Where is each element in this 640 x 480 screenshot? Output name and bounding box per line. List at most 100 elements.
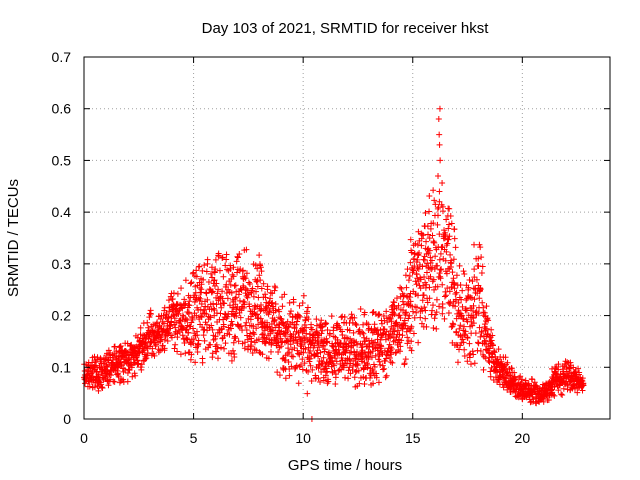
data-point bbox=[262, 294, 269, 301]
data-point bbox=[290, 331, 297, 338]
data-point bbox=[82, 380, 89, 387]
data-point bbox=[317, 349, 324, 356]
data-point bbox=[257, 277, 264, 284]
data-point bbox=[437, 157, 444, 164]
data-point bbox=[353, 348, 360, 355]
data-point bbox=[179, 323, 186, 330]
data-point bbox=[550, 391, 557, 398]
data-point bbox=[225, 310, 232, 317]
data-point bbox=[517, 373, 524, 380]
data-point bbox=[424, 223, 431, 230]
data-point bbox=[272, 300, 279, 307]
data-point bbox=[195, 337, 202, 344]
data-point bbox=[233, 258, 240, 265]
data-point bbox=[305, 368, 312, 375]
data-point bbox=[492, 367, 499, 374]
data-point bbox=[297, 362, 304, 369]
data-point bbox=[465, 284, 472, 291]
data-point bbox=[352, 320, 359, 327]
data-point bbox=[346, 364, 353, 371]
data-point bbox=[331, 362, 338, 369]
data-point bbox=[111, 378, 118, 385]
data-point bbox=[441, 235, 448, 242]
data-point bbox=[188, 351, 195, 358]
data-point bbox=[285, 324, 292, 331]
data-point bbox=[295, 350, 302, 357]
data-point bbox=[410, 330, 417, 337]
data-point bbox=[151, 352, 158, 359]
data-point bbox=[271, 316, 278, 323]
x-tick-label: 5 bbox=[190, 430, 198, 446]
data-point bbox=[418, 320, 425, 327]
data-point bbox=[94, 354, 101, 361]
data-point bbox=[186, 302, 193, 309]
data-point bbox=[301, 321, 308, 328]
data-point bbox=[443, 248, 450, 255]
data-point bbox=[127, 361, 134, 368]
data-point bbox=[415, 339, 422, 346]
data-point bbox=[456, 325, 463, 332]
data-point bbox=[377, 327, 384, 334]
data-point bbox=[235, 338, 242, 345]
data-point bbox=[386, 341, 393, 348]
data-point bbox=[165, 297, 172, 304]
data-point bbox=[479, 263, 486, 270]
data-point bbox=[232, 335, 239, 342]
data-point bbox=[237, 314, 244, 321]
y-tick-label: 0.5 bbox=[52, 152, 72, 168]
data-point bbox=[405, 315, 412, 322]
data-point bbox=[194, 332, 201, 339]
data-point bbox=[95, 371, 102, 378]
data-point bbox=[138, 361, 145, 368]
data-point bbox=[423, 323, 430, 330]
data-point bbox=[201, 326, 208, 333]
data-point bbox=[93, 362, 100, 369]
data-point bbox=[359, 341, 366, 348]
data-point bbox=[164, 338, 171, 345]
data-point bbox=[416, 262, 423, 269]
data-point bbox=[477, 333, 484, 340]
data-point bbox=[355, 367, 362, 374]
data-point bbox=[193, 273, 200, 280]
data-point bbox=[258, 285, 265, 292]
data-point bbox=[198, 281, 205, 288]
data-point bbox=[271, 283, 278, 290]
data-point bbox=[340, 364, 347, 371]
data-point bbox=[504, 359, 511, 366]
data-point bbox=[425, 231, 432, 238]
data-point bbox=[210, 305, 217, 312]
data-point bbox=[172, 341, 179, 348]
data-point bbox=[138, 366, 145, 373]
data-point bbox=[128, 341, 135, 348]
data-point bbox=[414, 241, 421, 248]
data-point bbox=[201, 262, 208, 269]
data-point bbox=[249, 285, 256, 292]
data-point bbox=[452, 303, 459, 310]
data-point bbox=[302, 317, 309, 324]
data-point bbox=[214, 290, 221, 297]
data-point bbox=[188, 279, 195, 286]
data-point bbox=[269, 299, 276, 306]
data-point bbox=[397, 314, 404, 321]
data-point bbox=[169, 295, 176, 302]
data-point bbox=[231, 354, 238, 361]
data-point bbox=[242, 275, 249, 282]
data-point bbox=[431, 266, 438, 273]
data-point bbox=[475, 310, 482, 317]
data-point bbox=[567, 365, 574, 372]
data-point bbox=[244, 332, 251, 339]
data-point bbox=[213, 348, 220, 355]
data-point bbox=[396, 312, 403, 319]
data-point bbox=[426, 208, 433, 215]
data-point bbox=[404, 334, 411, 341]
data-point bbox=[407, 259, 414, 266]
data-point bbox=[181, 339, 188, 346]
data-point bbox=[291, 365, 298, 372]
data-point bbox=[337, 340, 344, 347]
data-point bbox=[193, 267, 200, 274]
data-point bbox=[402, 311, 409, 318]
data-point bbox=[402, 356, 409, 363]
data-point bbox=[515, 394, 522, 401]
data-point bbox=[200, 276, 207, 283]
